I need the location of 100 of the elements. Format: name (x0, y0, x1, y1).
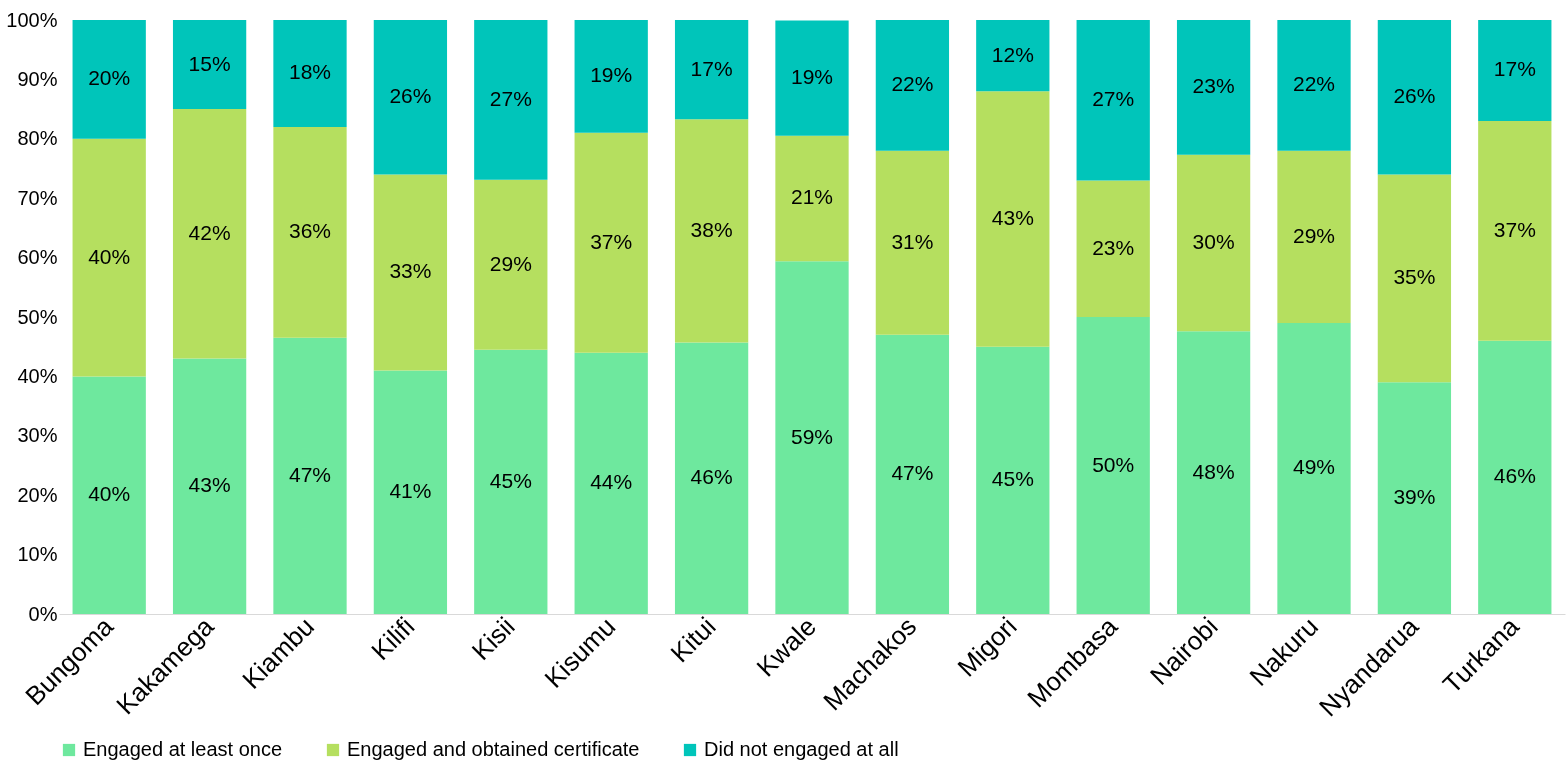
bar (373, 370, 448, 614)
bar (172, 20, 247, 110)
bar (1176, 331, 1251, 614)
data-label: 12% (991, 42, 1034, 66)
bar (1377, 382, 1452, 614)
data-label: 17% (1493, 57, 1536, 81)
bar (373, 174, 448, 371)
bar (273, 20, 347, 127)
data-label: 37% (590, 229, 633, 253)
bar (474, 20, 548, 180)
x-tick-label: Kilifi (365, 611, 421, 667)
y-tick-label: 100% (6, 8, 58, 31)
y-tick-label: 10% (17, 543, 58, 566)
bar (1076, 317, 1150, 614)
data-label: 43% (991, 205, 1034, 229)
data-label: 43% (188, 473, 231, 497)
data-label: 39% (1393, 485, 1436, 509)
data-label: 48% (1192, 459, 1235, 483)
data-label: 42% (188, 220, 231, 244)
bar (574, 352, 648, 614)
bar (1478, 340, 1552, 614)
data-label: 38% (690, 217, 733, 241)
bar (674, 119, 749, 343)
bar (674, 20, 749, 120)
bar (976, 91, 1050, 347)
data-label: 40% (88, 244, 131, 268)
data-label: 15% (188, 51, 231, 75)
data-label: 19% (590, 63, 633, 87)
bar (373, 20, 448, 175)
x-tick-label: Kisii (465, 611, 521, 667)
bar (474, 179, 548, 350)
data-label: 49% (1292, 455, 1336, 479)
bar (1377, 174, 1452, 383)
y-tick-label: 50% (17, 305, 58, 328)
legend-label: Engaged and obtained certificate (347, 738, 640, 760)
data-label: 27% (489, 86, 532, 110)
data-label: 20% (88, 66, 131, 90)
data-label: 27% (1092, 87, 1135, 111)
legend-label: Engaged at least once (83, 738, 283, 760)
data-label: 40% (88, 482, 131, 506)
data-label: 45% (489, 468, 532, 492)
data-label: 17% (690, 56, 733, 80)
bar (1277, 150, 1351, 323)
bar (273, 126, 347, 338)
data-label: 37% (1493, 217, 1536, 241)
bar (72, 20, 146, 139)
data-label: 31% (891, 229, 934, 253)
data-label: 46% (1493, 464, 1536, 488)
data-label: 35% (1393, 265, 1436, 289)
bar (976, 346, 1050, 614)
bar (172, 109, 247, 359)
data-label: 22% (1292, 72, 1336, 96)
bar (172, 358, 247, 614)
data-label: 33% (389, 259, 432, 283)
bar (474, 349, 548, 614)
data-label: 47% (891, 461, 934, 485)
data-label: 50% (1092, 452, 1135, 476)
data-label: 23% (1092, 235, 1135, 259)
data-label: 26% (1393, 84, 1436, 108)
data-label: 36% (288, 219, 332, 243)
bar (1478, 120, 1552, 341)
data-label: 59% (790, 424, 834, 448)
data-label: 22% (891, 72, 934, 96)
bar (674, 342, 749, 614)
data-label: 29% (1292, 223, 1336, 247)
data-label: 30% (1192, 230, 1235, 254)
bar (1176, 20, 1251, 155)
y-tick-label: 30% (17, 424, 58, 447)
y-tick-label: 40% (17, 364, 58, 387)
bar (574, 132, 648, 353)
data-label: 21% (790, 185, 834, 209)
bar (1377, 20, 1452, 175)
y-tick-label: 60% (17, 246, 58, 269)
y-tick-label: 70% (17, 186, 58, 209)
bar (1277, 20, 1351, 151)
y-tick-label: 20% (17, 483, 58, 506)
bar (775, 135, 849, 262)
bar (1277, 322, 1351, 614)
data-label: 47% (288, 462, 332, 486)
bar (1176, 154, 1251, 332)
data-label: 44% (590, 470, 633, 494)
data-label: 23% (1192, 74, 1235, 98)
y-tick-label: 0% (28, 602, 58, 625)
data-label: 29% (489, 251, 532, 275)
bar (976, 20, 1050, 92)
bar (72, 376, 146, 614)
data-label: 26% (389, 84, 432, 108)
data-label: 46% (690, 465, 733, 489)
bar (775, 20, 849, 136)
y-tick-label: 80% (17, 127, 58, 150)
y-tick-label: 90% (17, 67, 58, 90)
bar (775, 261, 849, 614)
data-label: 18% (288, 60, 332, 84)
bar (875, 20, 950, 151)
bar (1478, 20, 1552, 121)
bar (574, 20, 648, 133)
data-label: 19% (790, 65, 834, 89)
bar (875, 150, 950, 335)
bar (875, 334, 950, 614)
bar (1076, 180, 1150, 317)
